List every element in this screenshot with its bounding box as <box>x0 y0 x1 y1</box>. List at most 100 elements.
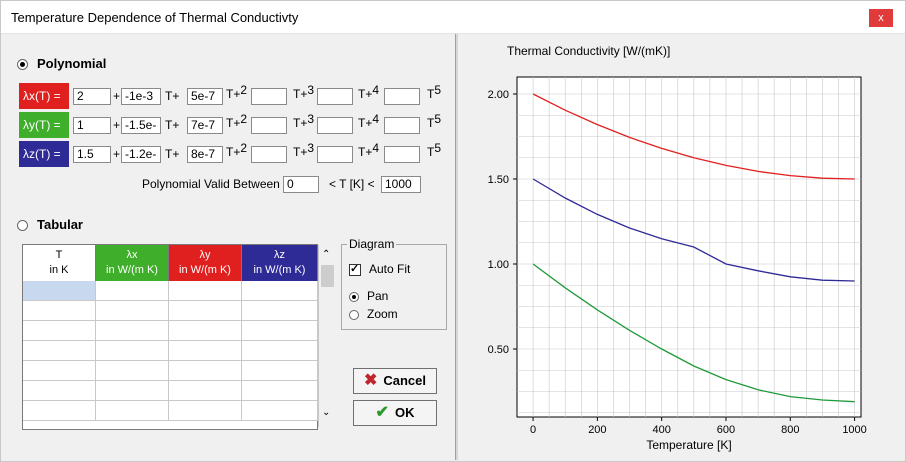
power-t3-label: T+3 <box>293 112 315 130</box>
table-cell[interactable] <box>23 301 96 321</box>
power-t5-label: T5 <box>427 141 442 159</box>
lambda-x-coef-4-input[interactable] <box>317 88 353 105</box>
cancel-button[interactable]: ✖ Cancel <box>353 368 437 394</box>
table-cell[interactable] <box>242 361 318 381</box>
series-line-1 <box>532 178 855 282</box>
x-tick-label: 600 <box>717 424 735 436</box>
lambda-z-label: λz(T) = <box>19 141 69 167</box>
y-tick-label: 2.00 <box>488 89 509 101</box>
table-cell[interactable] <box>242 301 318 321</box>
vertical-scrollbar[interactable]: ⌃ ⌄ <box>318 245 337 427</box>
valid-between-label: Polynomial Valid Between <box>142 177 280 191</box>
plus-label: + <box>113 118 121 132</box>
x-tick-label: 200 <box>588 424 606 436</box>
table-cell[interactable] <box>242 381 318 401</box>
table-cell[interactable] <box>96 401 169 421</box>
thermal-conductivity-chart[interactable]: 0 200 400 600 800 1000 0.50 1.00 1.50 2.00 Thermal… <box>461 37 901 457</box>
table-cell[interactable] <box>242 281 318 301</box>
scroll-down-icon[interactable]: ⌄ <box>322 407 331 418</box>
polynomial-radio-dot[interactable] <box>17 59 28 71</box>
table-cell[interactable] <box>23 381 96 401</box>
close-button[interactable]: x <box>869 9 893 27</box>
plus-label: + <box>113 147 121 161</box>
tabular-grid[interactable]: T in K λx in W/(m K) λy in W/(m K) λz in… <box>22 244 337 430</box>
ok-button[interactable]: ✔ OK <box>353 400 437 426</box>
tabular-radio-dot[interactable] <box>17 220 28 232</box>
table-cell[interactable] <box>23 401 96 421</box>
lambda-x-coef-0-input[interactable]: 2 <box>73 88 111 105</box>
lambda-z-coef-4-input[interactable] <box>317 146 353 163</box>
lambda-x-coef-2-input[interactable]: 5e-7 <box>187 88 223 105</box>
power-t5-label: T5 <box>427 83 442 101</box>
table-cell[interactable] <box>169 361 242 381</box>
table-cell[interactable] <box>23 361 96 381</box>
lambda-x-label: λx(T) = <box>19 83 69 109</box>
column-header-lambda-x: λx in W/(m K) <box>96 245 169 281</box>
lambda-z-coef-3-input[interactable] <box>251 146 287 163</box>
power-t4-label: T+4 <box>358 112 380 130</box>
x-axis-label: Temperature [K] <box>646 438 731 452</box>
series-line-0 <box>532 93 855 180</box>
auto-fit-checkbox[interactable]: Auto Fit <box>349 262 410 276</box>
power-t2-label: T+2 <box>226 112 248 130</box>
table-cell[interactable] <box>23 281 96 301</box>
scroll-thumb[interactable] <box>321 265 334 287</box>
table-cell[interactable] <box>169 341 242 361</box>
lambda-z-coef-1-input[interactable]: -1.2e- <box>121 146 161 163</box>
lambda-y-coef-0-input[interactable]: 1 <box>73 117 111 134</box>
auto-fit-label: Auto Fit <box>369 262 411 276</box>
tabular-label: Tabular <box>37 217 83 232</box>
table-cell[interactable] <box>169 301 242 321</box>
table-cell[interactable] <box>242 321 318 341</box>
table-cell[interactable] <box>169 281 242 301</box>
lambda-x-coef-5-input[interactable] <box>384 88 420 105</box>
table-cell[interactable] <box>96 341 169 361</box>
lambda-y-coef-4-input[interactable] <box>317 117 353 134</box>
x-tick-label: 0 <box>530 424 536 436</box>
lambda-z-coef-2-input[interactable]: 8e-7 <box>187 146 223 163</box>
plot-area <box>516 76 862 418</box>
table-cell[interactable] <box>242 401 318 421</box>
lambda-x-coef-3-input[interactable] <box>251 88 287 105</box>
lambda-z-coef-0-input[interactable]: 1.5 <box>73 146 111 163</box>
table-cell[interactable] <box>96 361 169 381</box>
lambda-y-coef-2-input[interactable]: 7e-7 <box>187 117 223 134</box>
x-tick-label: 800 <box>781 424 799 436</box>
checkbox-icon[interactable] <box>349 262 361 276</box>
table-cell[interactable] <box>242 341 318 361</box>
cancel-button-label: Cancel <box>383 373 427 388</box>
power-t2-label: T+2 <box>226 141 248 159</box>
table-cell[interactable] <box>96 321 169 341</box>
power-t5-label: T5 <box>427 112 442 130</box>
zoom-radio[interactable]: Zoom <box>349 307 398 321</box>
tabular-radio[interactable]: Tabular <box>17 217 83 232</box>
table-cell[interactable] <box>96 381 169 401</box>
power-t3-label: T+3 <box>293 141 315 159</box>
window-title: Temperature Dependence of Thermal Conduc… <box>11 10 299 25</box>
table-cell[interactable] <box>169 381 242 401</box>
pan-radio[interactable]: Pan <box>349 289 388 303</box>
lambda-x-coef-1-input[interactable]: -1e-3 <box>121 88 161 105</box>
table-cell[interactable] <box>96 281 169 301</box>
lambda-y-coef-1-input[interactable]: -1.5e- <box>121 117 161 134</box>
table-cell[interactable] <box>23 341 96 361</box>
lambda-z-coef-5-input[interactable] <box>384 146 420 163</box>
pan-radio-dot[interactable] <box>349 291 359 302</box>
table-cell[interactable] <box>169 321 242 341</box>
zoom-label: Zoom <box>367 307 398 321</box>
lambda-y-coef-5-input[interactable] <box>384 117 420 134</box>
power-t3-label: T+3 <box>293 83 315 101</box>
pan-label: Pan <box>367 289 389 303</box>
x-tick-label: 1000 <box>842 424 866 436</box>
valid-min-input[interactable]: 0 <box>283 176 319 193</box>
table-cell[interactable] <box>23 321 96 341</box>
scroll-up-icon[interactable]: ⌃ <box>322 249 331 260</box>
table-cell[interactable] <box>96 301 169 321</box>
column-header-lambda-z: λz in W/(m K) <box>242 245 318 281</box>
polynomial-radio[interactable]: Polynomial <box>17 56 106 71</box>
t-plus-label: T+ <box>165 118 180 132</box>
table-cell[interactable] <box>169 401 242 421</box>
zoom-radio-dot[interactable] <box>349 309 359 320</box>
valid-max-input[interactable]: 1000 <box>381 176 421 193</box>
lambda-y-coef-3-input[interactable] <box>251 117 287 134</box>
